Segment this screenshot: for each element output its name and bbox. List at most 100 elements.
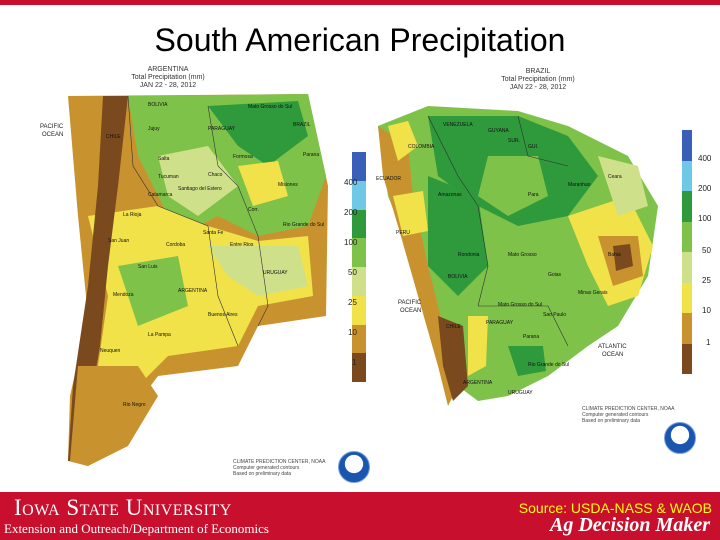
place-label: Mato Grosso do Sul — [248, 104, 292, 110]
map-footer-line: CLIMATE PREDICTION CENTER, NOAA — [582, 406, 675, 412]
place-label: Buenos Aires — [208, 312, 238, 318]
legend-label: 25 — [702, 276, 711, 285]
legend-label: 25 — [348, 298, 357, 307]
pacific-ocean-label: OCEAN — [400, 308, 421, 314]
brazil-precip-map: BRAZIL Total Precipitation (mm) JAN 22 -… — [368, 66, 720, 458]
argentina-map-header: ARGENTINA Total Precipitation (mm) JAN 2… — [108, 66, 228, 90]
argentina-map-graphic: PACIFIC OCEAN BOLIVIA CHILE PARAGUAY BRA… — [40, 94, 328, 466]
place-label: Para — [528, 192, 539, 198]
footer-bar — [0, 492, 720, 540]
brazil-legend — [682, 130, 692, 374]
legend-swatch — [352, 353, 366, 382]
brazil-map-country: BRAZIL — [525, 68, 551, 75]
legend-swatch — [352, 324, 366, 354]
pacific-ocean-label: PACIFIC — [398, 300, 422, 306]
top-accent-line — [0, 0, 720, 5]
argentina-map-ocean-label: PACIFIC — [40, 124, 64, 130]
place-label: Parana — [523, 334, 539, 340]
place-label: Chaco — [208, 172, 223, 178]
atlantic-ocean-label: ATLANTIC — [598, 344, 627, 350]
source-note: Source: USDA-NASS & WAOB — [518, 500, 712, 516]
brazil-map-footer: CLIMATE PREDICTION CENTER, NOAA Computer… — [582, 406, 674, 424]
legend-label: 100 — [698, 214, 712, 223]
map-footer-line: Computer generated contours — [233, 465, 300, 471]
place-label: BRAZIL — [293, 122, 311, 128]
map-footer-line: Computer generated contours — [582, 412, 649, 418]
slide-title: South American Precipitation — [154, 22, 566, 58]
legend-label: 200 — [344, 208, 358, 217]
argentina-precip-map: ARGENTINA Total Precipitation (mm) JAN 2… — [8, 66, 370, 486]
place-label: Santa Fe — [203, 230, 224, 236]
brazil-map-graphic: VENEZUELA GUYANA SUR. GUI. COLOMBIA ECUA… — [376, 106, 658, 406]
map-footer-line: Based on preliminary data — [582, 418, 641, 424]
noaa-logo-icon — [664, 422, 696, 454]
place-label: Jujuy — [148, 126, 160, 132]
place-label: Mendoza — [113, 292, 134, 298]
place-label: La Rioja — [123, 212, 142, 218]
place-label: Goias — [548, 272, 562, 278]
place-label: Minas Gerais — [578, 290, 608, 296]
place-label: Rondonia — [458, 252, 480, 258]
place-label: Misiones — [278, 182, 298, 188]
legend-swatch — [682, 160, 692, 191]
legend-swatch — [352, 295, 366, 325]
argentina-map-country: ARGENTINA — [147, 66, 189, 73]
place-label: BOLIVIA — [148, 102, 168, 108]
place-label: Cordoba — [166, 242, 185, 248]
legend-swatch — [682, 343, 692, 374]
place-label: Ceara — [608, 174, 622, 180]
atlantic-ocean-label: OCEAN — [602, 352, 623, 358]
legend-label: 50 — [348, 268, 357, 277]
place-label: PARAGUAY — [486, 320, 514, 326]
place-label: Rio Grande do Sul — [283, 222, 324, 228]
place-label: CHILE — [446, 324, 461, 330]
place-label: Maranhao — [568, 182, 591, 188]
place-label: ARGENTINA — [463, 380, 493, 386]
legend-swatch — [352, 180, 366, 210]
place-label: Parana — [303, 152, 319, 158]
legend-label: 10 — [702, 306, 711, 315]
argentina-map-ocean-label: OCEAN — [42, 132, 63, 138]
legend-label: 50 — [702, 246, 711, 255]
legend-label: 100 — [344, 238, 358, 247]
place-label: Corr. — [248, 207, 259, 213]
place-label: Rio Grande do Sul — [528, 362, 569, 368]
legend-label: 1 — [706, 338, 711, 347]
place-label: Mato Grosso do Sul — [498, 302, 542, 308]
place-label: Neuquen — [100, 348, 121, 354]
place-label: San Luis — [138, 264, 158, 270]
legend-swatch — [352, 267, 366, 296]
argentina-map-dates: JAN 22 - 28, 2012 — [139, 82, 197, 89]
legend-swatch — [682, 252, 692, 283]
legend-label: 400 — [344, 178, 358, 187]
legend-label: 400 — [698, 154, 712, 163]
place-label: Amazonas — [438, 192, 462, 198]
place-label: Tucuman — [158, 174, 179, 180]
place-label: URUGUAY — [263, 270, 288, 276]
legend-swatch — [352, 238, 366, 267]
brazil-map-dates: JAN 22 - 28, 2012 — [509, 84, 567, 91]
place-label: ARGENTINA — [178, 288, 208, 294]
place-label: Salta — [158, 156, 170, 162]
noaa-logo-icon — [338, 451, 370, 483]
place-label: Catamarca — [148, 192, 173, 198]
argentina-map-footer: CLIMATE PREDICTION CENTER, NOAA Computer… — [233, 459, 325, 477]
legend-swatch — [682, 191, 692, 222]
brand-name: Ag Decision Maker — [550, 514, 710, 536]
legend-swatch — [682, 130, 692, 161]
place-label: SUR. — [508, 138, 520, 144]
place-label: PARAGUAY — [208, 126, 236, 132]
place-label: Mato Grosso — [508, 252, 537, 258]
argentina-legend — [352, 152, 366, 382]
place-label: CHILE — [106, 134, 121, 140]
place-label: Sao Paulo — [543, 312, 566, 318]
place-label: Bahia — [608, 252, 621, 258]
legend-swatch — [352, 152, 366, 181]
place-label: VENEZUELA — [443, 122, 473, 128]
place-label: ECUADOR — [376, 176, 401, 182]
place-label: La Pampa — [148, 332, 171, 338]
legend-swatch — [352, 209, 366, 239]
place-label: San Juan — [108, 238, 129, 244]
place-label: PERU — [396, 230, 410, 236]
legend-swatch — [682, 282, 692, 313]
